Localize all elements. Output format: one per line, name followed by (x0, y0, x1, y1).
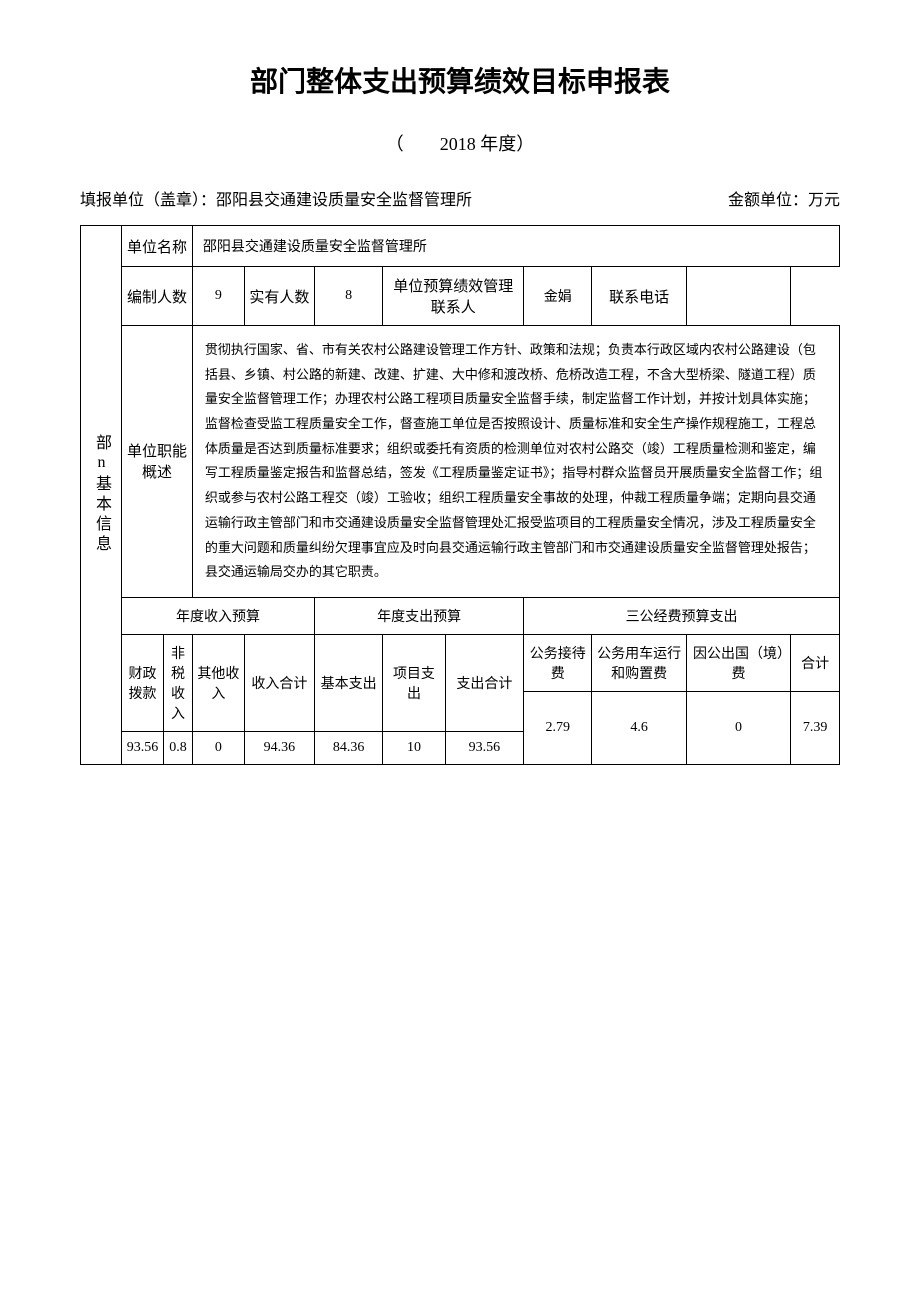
col-total: 合计 (791, 634, 840, 691)
staff-count-label: 编制人数 (122, 267, 193, 326)
expense-header: 年度支出预算 (315, 597, 524, 634)
col-fiscal: 财政拨款 (122, 634, 164, 731)
year-line: （ 2018 年度） (80, 130, 840, 156)
col-vehicle: 公务用车运行和购置费 (592, 634, 686, 691)
function-label: 单位职能概述 (122, 326, 193, 598)
val-vehicle: 4.6 (592, 691, 686, 764)
page-title: 部门整体支出预算绩效目标申报表 (80, 60, 840, 100)
col-project-exp: 项目支出 (383, 634, 445, 731)
val-other: 0 (192, 731, 244, 764)
unit-label: 金额单位：万元 (728, 186, 840, 210)
phone-label: 联系电话 (592, 267, 686, 326)
unit-name-label: 单位名称 (122, 226, 193, 267)
function-description: 贯彻执行国家、省、市有关农村公路建设管理工作方针、政策和法规；负责本行政区域内农… (192, 326, 839, 598)
col-exp-total: 支出合计 (445, 634, 524, 731)
income-header: 年度收入预算 (122, 597, 315, 634)
unit-name-value: 邵阳县交通建设质量安全监督管理所 (192, 226, 839, 267)
actual-count-label: 实有人数 (244, 267, 314, 326)
filler-value: 邵阳县交通建设质量安全监督管理所 (216, 192, 472, 209)
actual-count-value: 8 (315, 267, 383, 326)
col-other: 其他收入 (192, 634, 244, 731)
phone-value (686, 267, 790, 326)
val-project-exp: 10 (383, 731, 445, 764)
val-total: 7.39 (791, 691, 840, 764)
filler-label: 填报单位（盖章）： (80, 192, 216, 209)
header-line: 填报单位（盖章）：邵阳县交通建设质量安全监督管理所 金额单位：万元 (80, 186, 840, 210)
contact-label: 单位预算绩效管理联系人 (383, 267, 524, 326)
val-fiscal: 93.56 (122, 731, 164, 764)
col-basic-exp: 基本支出 (315, 634, 383, 731)
val-nontax: 0.8 (164, 731, 193, 764)
col-income-total: 收入合计 (244, 634, 314, 731)
col-abroad: 因公出国（境）费 (686, 634, 790, 691)
val-reception: 2.79 (524, 691, 592, 764)
val-basic-exp: 84.36 (315, 731, 383, 764)
staff-count-value: 9 (192, 267, 244, 326)
val-exp-total: 93.56 (445, 731, 524, 764)
section-header: 部n基本信息 (81, 226, 122, 765)
val-income-total: 94.36 (244, 731, 314, 764)
val-abroad: 0 (686, 691, 790, 764)
three-header: 三公经费预算支出 (524, 597, 840, 634)
col-reception: 公务接待费 (524, 634, 592, 691)
col-nontax: 非税收入 (164, 634, 193, 731)
contact-value: 金娟 (524, 267, 592, 326)
main-table: 部n基本信息 单位名称 邵阳县交通建设质量安全监督管理所 编制人数 9 实有人数… (80, 225, 840, 765)
